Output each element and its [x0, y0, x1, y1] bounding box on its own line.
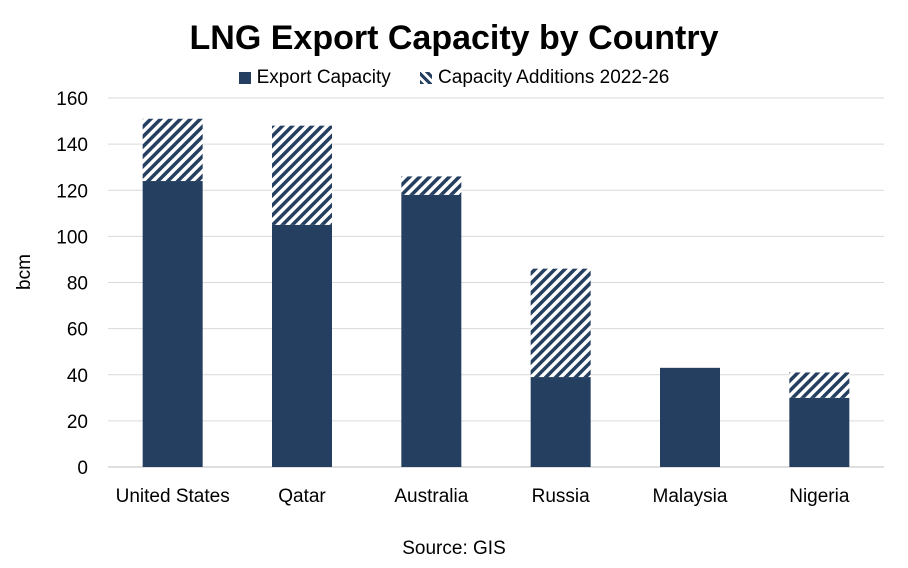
bar-capacity-additions [530, 268, 591, 378]
x-tick-label: Nigeria [789, 486, 850, 507]
bar-export-capacity [401, 194, 462, 468]
y-tick-label: 80 [67, 274, 88, 295]
y-tick-label: 160 [56, 89, 88, 110]
legend-item-export-capacity: Export Capacity [238, 66, 391, 90]
bar-export-capacity [660, 367, 720, 467]
x-tick-label: Malaysia [653, 486, 728, 507]
legend: Export Capacity Capacity Additions 2022-… [0, 66, 908, 91]
bar-capacity-additions [272, 125, 332, 225]
x-tick-label: Russia [532, 486, 591, 507]
bar-export-capacity [272, 224, 332, 467]
bar-export-capacity [142, 181, 203, 467]
x-tick-label: Australia [394, 486, 468, 507]
y-tick-label: 140 [56, 135, 88, 156]
x-tick-label: United States [116, 486, 230, 507]
x-tick-label: Qatar [278, 486, 326, 507]
bar-export-capacity [530, 377, 591, 467]
legend-swatch-hatched [420, 72, 433, 84]
y-tick-label: 0 [77, 458, 88, 479]
y-tick-label: 100 [56, 227, 88, 248]
legend-label: Export Capacity [256, 67, 391, 88]
y-tick-label: 60 [67, 320, 88, 341]
bar-capacity-additions [401, 176, 462, 195]
y-tick-label: 40 [67, 366, 88, 387]
bar-capacity-additions [789, 372, 850, 398]
legend-label: Capacity Additions 2022-26 [438, 67, 670, 88]
chart-title: LNG Export Capacity by Country [189, 19, 719, 57]
legend-item-capacity-additions: Capacity Additions 2022-26 [420, 66, 669, 90]
y-tick-label: 120 [56, 181, 88, 202]
bar-export-capacity [789, 397, 850, 467]
source-note: Source: GIS [402, 538, 506, 559]
bar-capacity-additions [142, 118, 203, 182]
legend-swatch-solid [238, 72, 251, 84]
y-tick-label: 20 [67, 412, 88, 433]
